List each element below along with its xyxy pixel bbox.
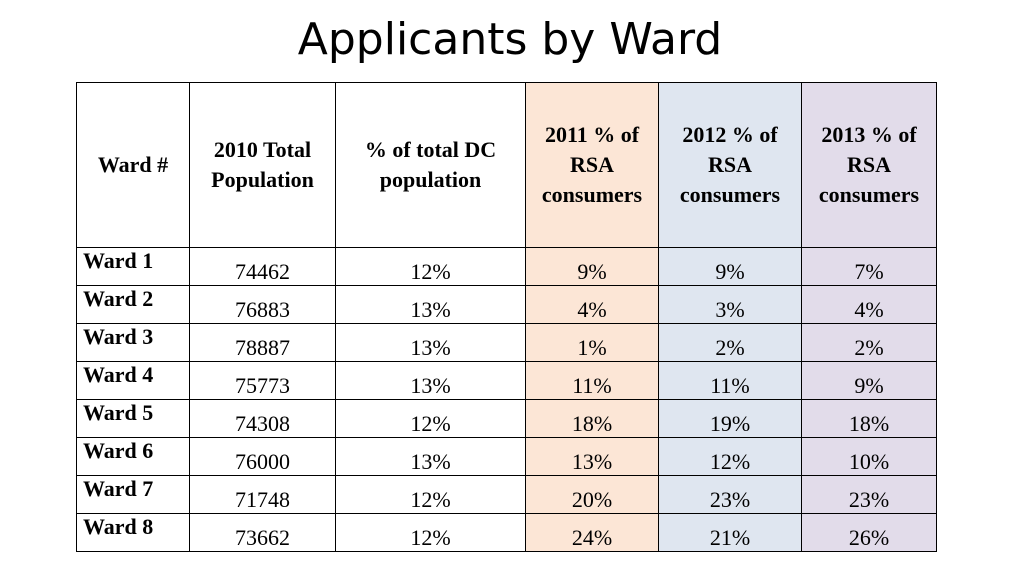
cell-ward: Ward 6: [76, 437, 190, 476]
cell-rsa-2013: 18%: [801, 399, 937, 438]
table-row: Ward 4 75773 13% 11% 11% 9%: [76, 361, 937, 400]
table-row: Ward 8 73662 12% 24% 21% 26%: [76, 513, 937, 552]
table-row: Ward 5 74308 12% 18% 19% 18%: [76, 399, 937, 438]
cell-rsa-2012: 11%: [658, 361, 802, 400]
cell-rsa-2011: 20%: [525, 475, 659, 514]
header-2013-rsa: 2013 % of RSA consumers: [801, 82, 937, 248]
cell-population-2010: 75773: [189, 361, 336, 400]
cell-population-2010: 74308: [189, 399, 336, 438]
cell-rsa-2012: 21%: [658, 513, 802, 552]
cell-population-2010: 73662: [189, 513, 336, 552]
cell-rsa-2013: 4%: [801, 285, 937, 324]
cell-rsa-2012: 3%: [658, 285, 802, 324]
cell-rsa-2011: 1%: [525, 323, 659, 362]
cell-rsa-2011: 24%: [525, 513, 659, 552]
cell-rsa-2011: 13%: [525, 437, 659, 476]
cell-population-2010: 78887: [189, 323, 336, 362]
cell-ward: Ward 3: [76, 323, 190, 362]
cell-pct-dc: 12%: [335, 247, 526, 286]
cell-ward: Ward 4: [76, 361, 190, 400]
cell-rsa-2013: 10%: [801, 437, 937, 476]
cell-rsa-2011: 11%: [525, 361, 659, 400]
table-row: Ward 3 78887 13% 1% 2% 2%: [76, 323, 937, 362]
cell-pct-dc: 12%: [335, 513, 526, 552]
cell-rsa-2012: 19%: [658, 399, 802, 438]
table-header-row: Ward # 2010 Total Population % of total …: [76, 82, 937, 248]
cell-rsa-2013: 23%: [801, 475, 937, 514]
cell-ward: Ward 2: [76, 285, 190, 324]
cell-population-2010: 76883: [189, 285, 336, 324]
cell-rsa-2012: 12%: [658, 437, 802, 476]
cell-pct-dc: 13%: [335, 437, 526, 476]
cell-rsa-2012: 2%: [658, 323, 802, 362]
table-row: Ward 1 74462 12% 9% 9% 7%: [76, 247, 937, 286]
cell-rsa-2011: 18%: [525, 399, 659, 438]
cell-pct-dc: 12%: [335, 399, 526, 438]
cell-pct-dc: 13%: [335, 323, 526, 362]
cell-pct-dc: 12%: [335, 475, 526, 514]
cell-pct-dc: 13%: [335, 361, 526, 400]
table-body: Ward 1 74462 12% 9% 9% 7% Ward 2 76883 13% 4% 3% 4%…: [76, 247, 937, 552]
header-pct-dc-population: % of total DC population: [335, 82, 526, 248]
cell-rsa-2013: 2%: [801, 323, 937, 362]
cell-population-2010: 74462: [189, 247, 336, 286]
header-2010-population: 2010 Total Population: [189, 82, 336, 248]
applicants-table: Ward # 2010 Total Population % of total …: [76, 82, 937, 552]
cell-rsa-2012: 23%: [658, 475, 802, 514]
cell-rsa-2013: 9%: [801, 361, 937, 400]
cell-ward: Ward 7: [76, 475, 190, 514]
cell-population-2010: 76000: [189, 437, 336, 476]
table-row: Ward 6 76000 13% 13% 12% 10%: [76, 437, 937, 476]
cell-population-2010: 71748: [189, 475, 336, 514]
cell-rsa-2011: 9%: [525, 247, 659, 286]
table-row: Ward 7 71748 12% 20% 23% 23%: [76, 475, 937, 514]
cell-ward: Ward 8: [76, 513, 190, 552]
header-2011-rsa: 2011 % of RSA consumers: [525, 82, 659, 248]
cell-rsa-2011: 4%: [525, 285, 659, 324]
header-2012-rsa: 2012 % of RSA consumers: [658, 82, 802, 248]
cell-ward: Ward 1: [76, 247, 190, 286]
cell-rsa-2013: 7%: [801, 247, 937, 286]
header-ward: Ward #: [76, 82, 190, 248]
table-row: Ward 2 76883 13% 4% 3% 4%: [76, 285, 937, 324]
cell-ward: Ward 5: [76, 399, 190, 438]
cell-rsa-2012: 9%: [658, 247, 802, 286]
cell-rsa-2013: 26%: [801, 513, 937, 552]
slide-title: Applicants by Ward: [297, 14, 723, 65]
cell-pct-dc: 13%: [335, 285, 526, 324]
